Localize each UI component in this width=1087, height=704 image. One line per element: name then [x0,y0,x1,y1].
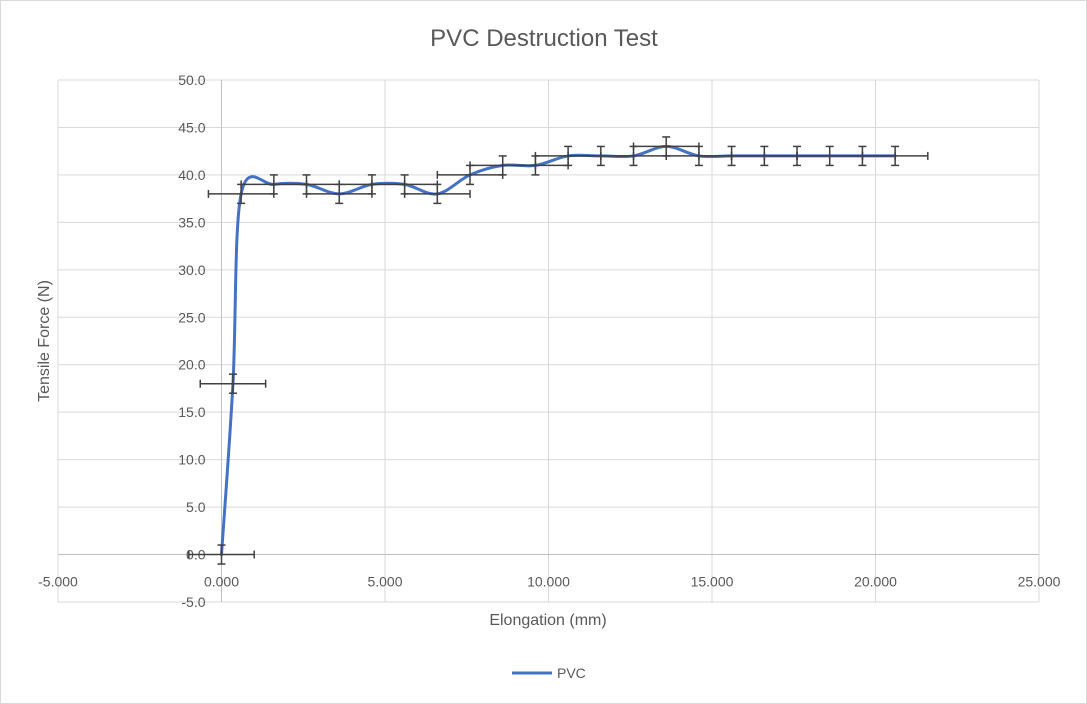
legend: PVC [512,665,586,681]
legend-label-pvc: PVC [557,665,586,681]
y-tick-label: 20.0 [178,357,205,373]
x-tick-label: -5.000 [38,574,78,590]
y-tick-label: 35.0 [178,214,205,230]
y-axis-title: Tensile Force (N) [36,280,53,402]
grid-layer [57,79,1040,603]
x-tick-label: 20.000 [854,574,897,590]
y-tick-label: 45.0 [178,119,205,135]
errorbar-layer [188,136,929,565]
y-tick-label: 10.0 [178,452,205,468]
axis-layer: -5.000 0.000 5.000 10.000 15.000 20.000 25.000… [38,72,1060,610]
y-tick-label: 15.0 [178,404,205,420]
y-tick-label: 30.0 [178,262,205,278]
x-axis-title: Elongation (mm) [489,612,606,629]
y-tick-label: 5.0 [186,499,206,515]
y-tick-label: -5.0 [181,594,205,610]
y-tick-label: 50.0 [178,72,205,88]
x-tick-label: 10.000 [527,574,570,590]
y-tick-label: 25.0 [178,309,205,325]
x-tick-label: 0.000 [204,574,239,590]
series-line-pvc [220,144,897,557]
x-tick-label: 5.000 [367,574,402,590]
series-layer [220,144,897,557]
chart-title: PVC Destruction Test [430,25,658,52]
y-tick-label: 40.0 [178,167,205,183]
x-tick-label: 15.000 [691,574,734,590]
x-tick-label: 25.000 [1018,574,1061,590]
